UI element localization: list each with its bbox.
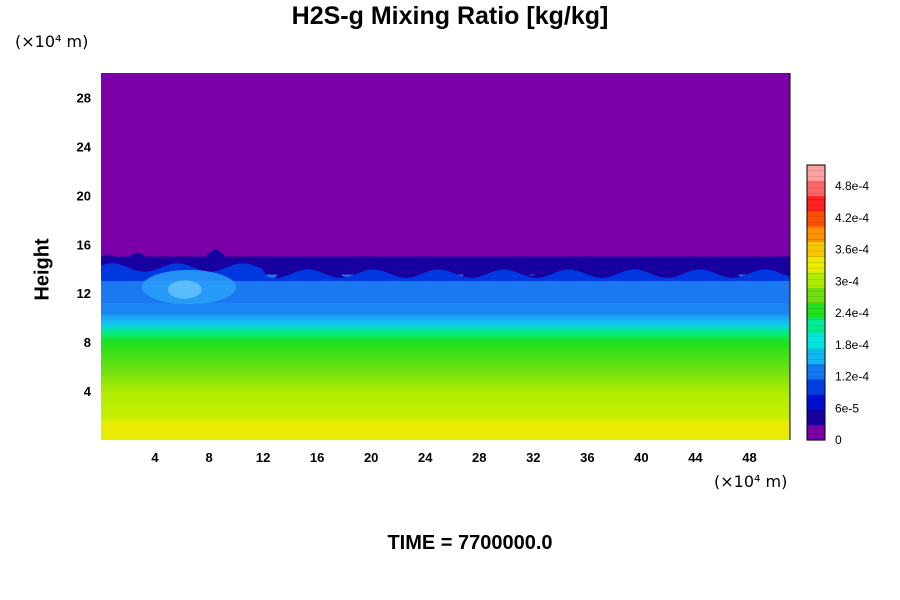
x-axis-unit: (×10⁴ m) [714,472,788,491]
colorbar-swatch [807,287,825,304]
x-axis: 4 8 12 16 20 24 28 32 36 40 44 48 [151,450,756,465]
colorbar-swatch [807,317,825,334]
x-tick-label: 20 [364,450,378,465]
x-tick-label: 44 [688,450,703,465]
colorbar-swatch [807,241,825,258]
colorbar-frame [806,164,826,441]
colorbar-tick-label: 1.2e-4 [835,370,869,384]
x-tick-label: 24 [418,450,433,465]
colorbar-tick-label: 3.6e-4 [835,243,869,257]
x-tick-label: 32 [526,450,540,465]
colorbar-swatch [807,226,825,242]
colorbar-swatch [807,302,825,319]
field-mid-lower [101,302,790,314]
x-tick-label: 48 [742,450,756,465]
field-layer-0 [101,73,790,257]
colorbar-swatch [807,348,825,365]
x-tick-label: 12 [256,450,270,465]
colorbar-tick-label: 4.2e-4 [835,211,869,225]
colorbar-tick-label: 4.8e-4 [835,179,869,193]
field-boundary-inner [101,263,790,281]
colorbar-tick-label: 3e-4 [835,274,859,288]
plot-area [101,73,791,440]
x-tick-label: 36 [580,450,594,465]
colorbar-swatch [807,424,825,441]
x-tick-label: 4 [151,450,159,465]
field-upper-boundary [101,249,790,281]
y-tick-label: 24 [77,139,92,154]
x-tick-label: 40 [634,450,648,465]
x-tick-label: 28 [472,450,486,465]
field-lower-gradient [101,313,790,440]
colorbar-tick-label: 2.4e-4 [835,306,869,320]
colorbar-swatch [807,210,825,227]
y-tick-label: 8 [84,335,91,350]
colorbar-swatch [807,363,825,380]
y-tick-label: 4 [84,384,92,399]
colorbar-swatch [807,333,825,349]
colorbar-swatch [807,180,825,197]
x-tick-label: 16 [310,450,324,465]
colorbar-swatch [807,409,825,426]
colorbar-swatch [807,195,825,212]
colorbar-swatch [807,165,825,181]
colorbar-tick-label: 1.8e-4 [835,338,869,352]
y-tick-label: 20 [77,188,91,203]
y-tick-label: 12 [77,286,91,301]
colorbar-swatch [807,271,825,288]
x-tick-label: 8 [205,450,212,465]
chart-title: H2S-g Mixing Ratio [kg/kg] [291,2,609,30]
y-axis: 4 8 12 16 20 24 28 [77,90,92,399]
colorbar: 0 6e-5 1.2e-4 1.8e-4 2.4e-4 3e-4 3.6e-4 4.2e-4 4… [806,164,869,447]
field-plume-core [167,280,202,299]
y-axis-unit: (×10⁴ m) [15,32,89,51]
y-tick-label: 16 [77,237,91,252]
colorbar-swatch [807,378,825,395]
colorbar-swatch [807,256,825,273]
colorbar-tick-label: 0 [835,433,842,447]
time-label: TIME = 7700000.0 [387,532,553,554]
colorbar-swatch [807,394,825,411]
y-tick-label: 28 [77,90,91,105]
colorbar-tick-label: 6e-5 [835,401,859,415]
